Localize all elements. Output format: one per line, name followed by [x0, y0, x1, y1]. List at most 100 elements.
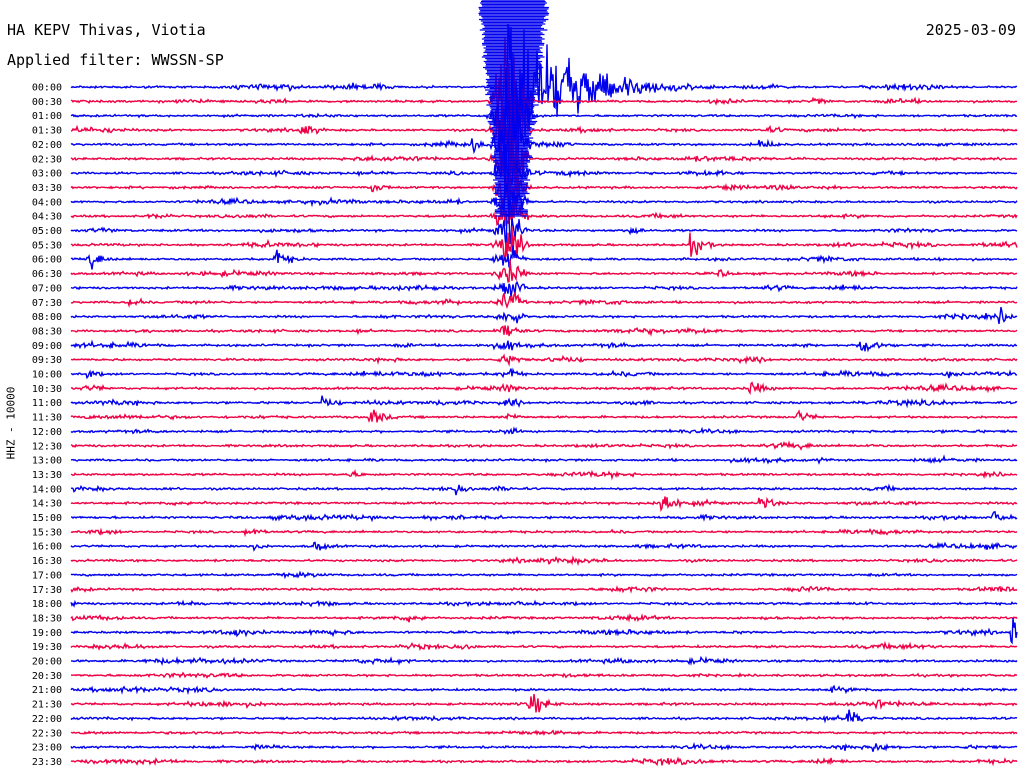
time-tick-label: 20:30 [32, 671, 62, 682]
trace-row-0600 [70, 245, 1018, 270]
trace-row-1430 [70, 496, 1018, 512]
time-tick-label: 01:00 [32, 111, 62, 122]
time-tick-label: 20:00 [32, 657, 62, 668]
time-tick-label: 10:30 [32, 384, 62, 395]
trace-row-0230 [70, 131, 1018, 202]
time-tick-label: 16:00 [32, 542, 62, 553]
time-tick-label: 00:00 [32, 83, 62, 94]
time-tick-label: 21:30 [32, 700, 62, 711]
time-tick-label: 01:30 [32, 126, 62, 137]
trace-row-1030 [70, 381, 1018, 395]
date-label: 2025-03-09 [925, 21, 1016, 39]
time-tick-label: 22:30 [32, 728, 62, 739]
time-tick-label: 17:00 [32, 570, 62, 581]
trace-row-1600 [70, 541, 1018, 552]
time-tick-label: 03:30 [32, 183, 62, 194]
time-tick-label: 23:00 [32, 743, 62, 754]
trace-group [70, 0, 1018, 767]
time-tick-label: 14:30 [32, 499, 62, 510]
time-tick-label: 19:00 [32, 628, 62, 639]
trace-row-2000 [71, 655, 1018, 666]
trace-row-1530 [70, 527, 1018, 538]
time-tick-label: 09:30 [32, 355, 62, 366]
trace-row-0030 [70, 37, 1018, 181]
time-tick-label: 02:00 [32, 140, 62, 151]
time-tick-label: 04:30 [32, 212, 62, 223]
main-event-saturation [478, 0, 550, 217]
time-tick-label: 07:30 [32, 298, 62, 309]
time-tick-label: 00:30 [32, 97, 62, 108]
trace-row-2230 [70, 729, 1018, 736]
trace-row-0630 [70, 259, 1017, 283]
trace-row-2300 [70, 741, 1018, 752]
time-tick-label: 22:00 [32, 714, 62, 725]
trace-row-0830 [70, 325, 1018, 338]
trace-row-1830 [70, 613, 1018, 623]
trace-row-0700 [70, 280, 1018, 297]
trace-row-2330 [70, 756, 1018, 767]
trace-row-0500 [70, 213, 1018, 248]
time-tick-label: 10:00 [32, 370, 62, 381]
trace-row-0930 [71, 353, 1018, 367]
time-tick-label: 06:30 [32, 269, 62, 280]
time-tick-label: 12:30 [32, 441, 62, 452]
time-tick-label: 15:30 [32, 527, 62, 538]
time-tick-label: 13:00 [32, 456, 62, 467]
trace-row-1930 [70, 640, 1018, 652]
time-tick-label: 11:00 [32, 398, 62, 409]
trace-row-1330 [70, 468, 1018, 481]
trace-row-1730 [70, 585, 1018, 594]
time-tick-label: 02:30 [32, 154, 62, 165]
time-tick-label: 09:00 [32, 341, 62, 352]
trace-row-2100 [70, 684, 1018, 696]
time-tick-label: 16:30 [32, 556, 62, 567]
time-tick-label: 13:30 [32, 470, 62, 481]
trace-row-0330 [70, 147, 1018, 224]
time-tick-label: 05:00 [32, 226, 62, 237]
trace-row-1000 [70, 367, 1018, 380]
trace-row-0130 [70, 94, 1018, 169]
time-tick-label: 14:00 [32, 484, 62, 495]
trace-row-0900 [70, 339, 1018, 353]
filter-label: Applied filter: WWSSN-SP [7, 51, 224, 69]
station-title: HA KEPV Thivas, Viotia [7, 21, 206, 39]
trace-row-0200 [70, 89, 1018, 174]
trace-row-0430 [70, 200, 1018, 227]
time-tick-label: 23:30 [32, 757, 62, 768]
trace-row-1800 [70, 599, 1018, 608]
trace-row-1230 [70, 440, 1018, 451]
time-tick-label: 05:30 [32, 240, 62, 251]
time-tick-label: 15:00 [32, 513, 62, 524]
time-tick-label: 11:30 [32, 413, 62, 424]
trace-row-2130 [70, 693, 1018, 713]
trace-row-1630 [70, 555, 1018, 567]
time-tick-label: 17:30 [32, 585, 62, 596]
time-tick-label: 18:30 [32, 613, 62, 624]
trace-row-2200 [70, 709, 1018, 724]
trace-row-1500 [71, 510, 1018, 523]
trace-row-2030 [70, 671, 1018, 680]
trace-row-1300 [71, 454, 1018, 465]
trace-row-0100 [70, 67, 1018, 172]
trace-row-0400 [70, 183, 1018, 225]
trace-row-1130 [70, 409, 1018, 423]
trace-row-0800 [70, 306, 1018, 325]
trace-row-1700 [70, 570, 1018, 580]
trace-row-0530 [70, 226, 1018, 262]
time-tick-label: 04:00 [32, 197, 62, 208]
time-tick-label: 06:00 [32, 255, 62, 266]
time-tick-label: 19:30 [32, 642, 62, 653]
time-tick-label: 18:00 [32, 599, 62, 610]
time-tick-label: 08:30 [32, 326, 62, 337]
time-tick-label: 21:00 [32, 685, 62, 696]
trace-row-0000 [70, 23, 1018, 149]
time-tick-label: 12:00 [32, 427, 62, 438]
trace-row-1400 [70, 483, 1018, 496]
trace-row-1200 [70, 426, 1018, 436]
time-tick-label: 08:00 [32, 312, 62, 323]
trace-row-0730 [70, 290, 1018, 310]
time-label-group: 00:00 00:30 01:00 01:30 02:00 02:30 03:00 03:30… [32, 83, 62, 768]
trace-row-0300 [70, 143, 1018, 199]
time-tick-label: 03:00 [32, 169, 62, 180]
